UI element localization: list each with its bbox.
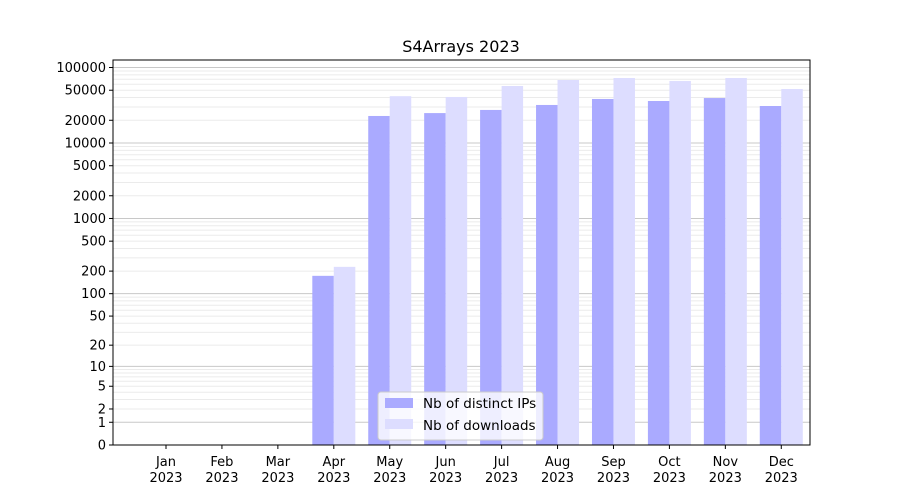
- legend-swatch-ips: [385, 398, 413, 408]
- bar-ips: [368, 115, 390, 445]
- y-tick-label: 50: [89, 310, 106, 325]
- bar-ips: [536, 104, 558, 446]
- bar-ips: [424, 113, 446, 445]
- y-tick-label: 20000: [65, 114, 106, 129]
- x-tick-label: May 2023: [373, 455, 406, 486]
- y-tick-label: 5: [98, 380, 106, 395]
- y-tick-label: 20: [89, 339, 106, 354]
- plot-frame: [112, 59, 811, 446]
- y-tick-label: 200: [81, 265, 106, 280]
- y-tick-label: 500: [81, 235, 106, 250]
- legend-frame: [377, 391, 544, 441]
- bar-ips: [759, 106, 782, 445]
- x-tick-label: Apr 2023: [317, 455, 350, 486]
- legend-swatch-downloads: [385, 419, 413, 429]
- legend: Nb of distinct IPs Nb of downloads: [377, 391, 544, 441]
- bar-ips: [591, 98, 614, 445]
- x-tick-label: Jun 2023: [429, 455, 462, 486]
- bar-downloads: [389, 96, 412, 445]
- bar-downloads: [781, 89, 803, 445]
- x-tick-label: Nov 2023: [709, 455, 742, 486]
- y-tick-label: 10: [89, 360, 106, 375]
- bar-downloads: [725, 77, 747, 445]
- x-tick-label: Aug 2023: [541, 455, 574, 486]
- bar-downloads: [669, 81, 691, 446]
- x-tick-label: Oct 2023: [653, 455, 686, 486]
- bar-ips: [312, 275, 334, 445]
- legend-label-ips: Nb of distinct IPs: [423, 396, 536, 412]
- bar-ips: [703, 98, 726, 446]
- bar-downloads: [501, 85, 524, 445]
- bar-ips: [647, 100, 670, 445]
- x-tick-label: Dec 2023: [765, 455, 798, 486]
- y-tick-label: 1000: [73, 212, 106, 227]
- x-tick-label: Mar 2023: [261, 455, 294, 486]
- y-tick-label: 5000: [73, 159, 106, 174]
- y-tick-label: 100: [81, 287, 106, 302]
- bar-downloads: [613, 77, 635, 445]
- y-tick-label: 100000: [56, 61, 106, 76]
- chart-title: S4Arrays 2023: [402, 37, 520, 56]
- y-tick-label: 10000: [65, 136, 106, 151]
- y-tick-label: 2: [98, 402, 106, 417]
- x-tick-label: Feb 2023: [205, 455, 238, 486]
- x-tick-label: Jan 2023: [149, 455, 182, 486]
- x-tick-label: Sep 2023: [597, 455, 630, 486]
- bar-downloads: [557, 80, 580, 445]
- y-tick-label: 2000: [73, 189, 106, 204]
- y-tick-label: 50000: [65, 84, 106, 99]
- legend-label-downloads: Nb of downloads: [423, 418, 536, 434]
- x-tick-label: Jul 2023: [485, 455, 518, 486]
- bar-downloads: [333, 266, 356, 445]
- y-tick-label: 0: [98, 439, 106, 454]
- bar-downloads: [445, 96, 468, 445]
- bar-ips: [480, 109, 502, 445]
- y-tick-label: 1: [98, 416, 106, 431]
